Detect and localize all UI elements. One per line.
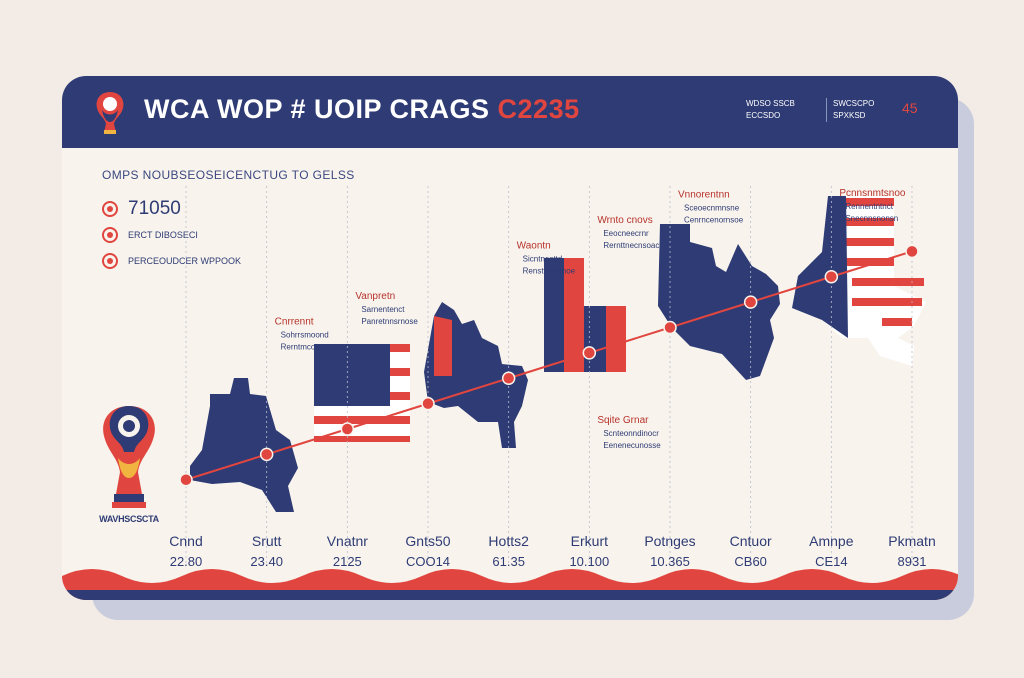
stat-row: ERCT DIBOSECI [102,226,198,244]
annotation: Sqite Grnar Scnteonndinocr Eenenecunosse [597,415,661,450]
stat-row: PERCEOUDCER WPPOOK [102,252,241,270]
annotation-line: Sarnentenct [361,305,405,314]
header-meta-left-line: WDSO SSCB [746,99,795,108]
data-point [824,270,839,284]
annotation: Wrnto cnovs Eeocneecrnr Rernttnecnsoac [597,215,659,250]
header-bar: WCA WOP # UOIP CRAGS C2235 WDSO SSCB ECCS… [62,76,958,148]
flag-decoration [314,344,410,442]
annotation-line: Sohrrsmoond [281,330,329,339]
data-point [259,447,274,462]
annotation: Vnnorentnn Sceoecnmnsne Cenrncenornsoe [678,190,744,225]
x-tick-label: Hotts2 [488,533,529,549]
data-label: 61.35 [492,554,525,569]
flag-decoration [792,196,926,366]
x-axis: Cnnd 22.80 Srutt 23.40 Vnatnr 2125 Gnts50 COO14… [169,533,935,569]
annotation-line: Rernttnecnsoac [603,241,659,250]
annotation-line: Eeocneecrnr [603,229,649,238]
x-tick-label: Amnpe [809,533,854,549]
data-label: 22.80 [170,554,203,569]
data-point [421,396,435,411]
annotation-title: Sqite Grnar [597,415,649,426]
annotation-title: Waontn [517,240,551,251]
annotation-title: Vanpretn [355,291,395,302]
data-label: CE14 [815,554,848,569]
x-tick-label: Erkurt [571,533,608,549]
annotation-line: Panretnnsrnose [361,317,418,326]
annotation-line: Rensttnsrtrnoe [523,266,576,275]
annotation-title: Wrnto cnovs [597,215,652,226]
series-line [185,250,913,481]
data-point [663,320,677,335]
series-layer [179,244,919,487]
data-label: 2125 [333,554,362,569]
x-tick-label: Srutt [252,533,282,549]
annotation-line: Rennentntnct [845,202,893,211]
trophy-logo-icon [96,92,124,134]
x-tick-label: Potnges [644,533,695,549]
map-silhouette [190,378,298,512]
x-tick-label: Cntuor [730,533,772,549]
data-point [501,371,516,385]
header-meta-right-line: SPXKSD [833,111,866,120]
x-tick-label: Gnts50 [405,533,450,549]
annotation-title: Pcnnsnmtsnoo [839,188,906,199]
data-label: COO14 [406,554,450,569]
decor-layer [190,196,926,512]
target-icon [102,252,118,269]
annotation-line: Cenrncenornsoe [684,216,744,225]
data-point [582,346,597,360]
world-cup-trophy-icon [103,406,155,508]
data-label: 10.365 [650,554,690,569]
page-title: WCA WOP # UOIP CRAGS C2235 [144,94,580,124]
data-point [905,244,919,259]
chart-subtitle: OMPS NOUBSEOSEICENCTUG TO GELSS [102,168,355,182]
data-point [743,295,758,309]
bottom-wave [62,569,958,600]
x-tick-label: Cnnd [169,533,202,549]
x-tick-label: Vnatnr [327,533,369,549]
annotation-title: Cnrrennt [275,316,314,327]
title-year: C2235 [497,94,580,124]
trophy-caption: WAVHSCSCTA [99,514,159,524]
annotation-line: Sceoecnmnsne [684,204,740,213]
stat-label: ERCT DIBOSECI [128,229,198,240]
data-label: 8931 [898,554,927,569]
data-point [179,473,193,487]
annotation: Cnrrennt Sohrrsmoond Rerntmcosnrcrte [275,316,341,351]
stat-label: PERCEOUDCER WPPOOK [128,255,242,266]
header-meta-right: SWCSCPO SPXKSD [826,98,874,122]
stat-row: 71050 [102,198,181,220]
header-meta-left: WDSO SSCB ECCSDO [746,98,795,122]
annotation-line: Snecnnsnonsn [845,214,898,223]
annotation-title: Vnnorentnn [678,190,730,201]
chart-area: Cnrrennt Sohrrsmoond Rerntmcosnrcrte Vanpre… [62,186,958,600]
infographic-card: WCA WOP # UOIP CRAGS C2235 WDSO SSCB ECCS… [62,76,958,600]
map-silhouette [658,224,780,380]
header-meta-left-line: ECCSDO [746,111,781,120]
annotation: Vanpretn Sarnentenct Panretnnsrnose [355,291,418,326]
header-meta-right-line: SWCSCPO [833,99,875,108]
annotation: Waontn Sicntnesttd Rensttnsrtrnoe [517,240,576,275]
x-tick-label: Pkmatn [888,533,935,549]
annotation-line: Sicntnesttd [523,254,563,263]
annotation-line: Scnteonndinocr [603,429,659,438]
data-label: 23.40 [250,554,283,569]
data-point [340,422,355,436]
flag-decoration [434,316,452,376]
header-corner-number: 45 [902,100,918,116]
stat-value: 71050 [128,198,181,219]
annotation-line: Eenenecunosse [603,441,661,450]
data-label: 10.100 [569,554,609,569]
annotations-layer: Cnrrennt Sohrrsmoond Rerntmcosnrcrte Vanpre… [275,188,906,450]
target-icon [102,201,118,217]
annotation-line: Rerntmcosnrcrte [281,342,341,351]
data-label: CB60 [734,554,767,569]
target-icon [102,226,118,243]
annotation: Pcnnsnmtsnoo Rennentntnct Snecnnsnonsn [839,188,906,223]
